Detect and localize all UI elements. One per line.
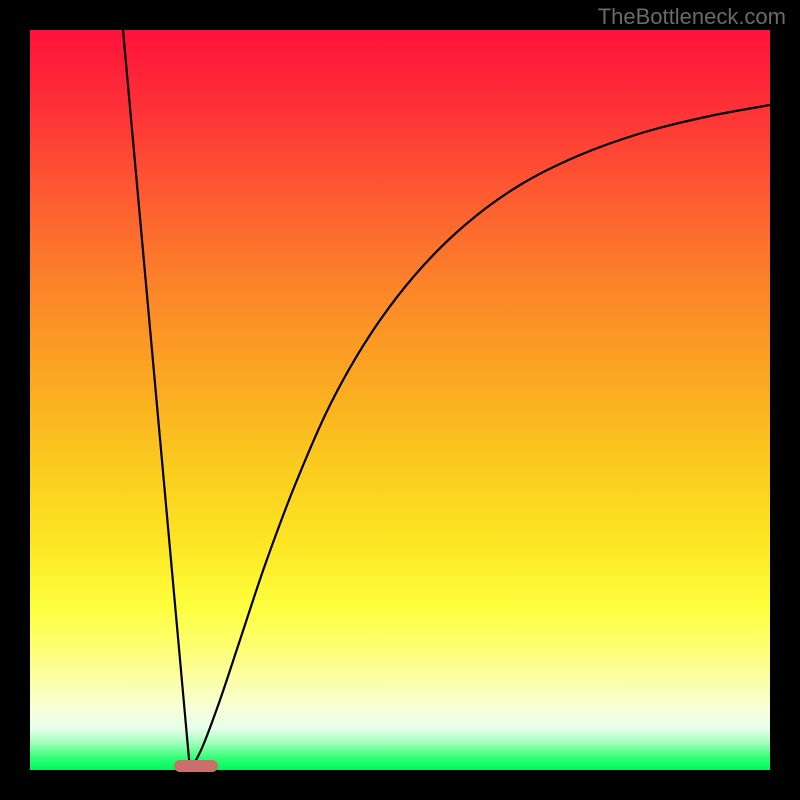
bottleneck-curve bbox=[30, 30, 770, 770]
watermark-text: TheBottleneck.com bbox=[598, 4, 786, 30]
plot-area bbox=[30, 30, 770, 770]
optimal-marker bbox=[174, 760, 218, 772]
